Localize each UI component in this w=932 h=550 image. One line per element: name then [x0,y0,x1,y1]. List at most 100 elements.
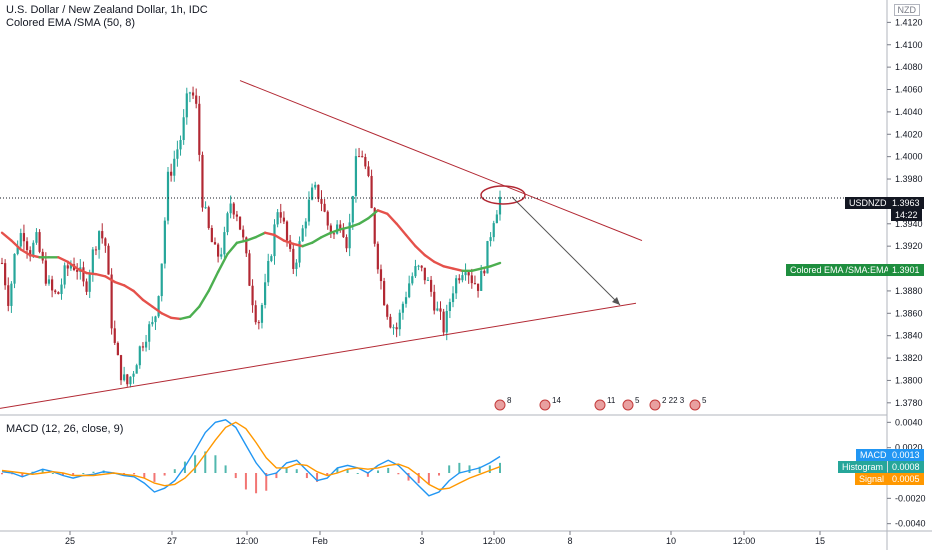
candle-body [467,272,470,276]
candle-body [213,242,217,245]
candle-body [289,240,292,249]
candle-body [195,95,198,104]
candle-body [60,284,63,295]
economic-event-label: 11 [607,396,616,405]
candle-body [404,297,408,304]
candle-body [420,265,423,268]
currency-badge[interactable]: NZD [893,4,920,16]
ema-segment [113,280,126,287]
time-tick-label: 15 [815,536,825,546]
ema-segment [282,239,295,246]
histogram-bar [133,473,136,475]
indicator-label: Colored EMA /SMA (50, 8) [6,17,135,29]
macd-value-tag: 0.0013 [888,449,924,461]
candle-body [204,207,207,209]
macd-tick-label: -0.0020 [895,493,926,503]
time-tick-label: 8 [567,536,572,546]
histogram-bar [458,462,461,473]
histogram-bar [51,473,54,474]
ema-segment [470,267,483,272]
histogram-bar [427,473,430,485]
histogram-bar [316,473,319,482]
histogram-bar [41,469,44,473]
ema-segment [169,316,182,321]
candle-body [166,171,170,221]
candle-body [354,156,358,196]
price-tick-label: 1.3880 [895,286,923,296]
candle-body [91,249,94,274]
ema-segment [85,271,98,276]
candle-body [163,220,166,264]
candle-body [97,231,101,250]
histogram-bar [326,473,329,476]
histogram-bar [61,473,64,476]
ema-segment [19,248,32,257]
signal-value-tag: 0.0005 [888,473,924,485]
candles [0,86,502,388]
candle-body [361,156,364,158]
symbol-tag: USDNZD [845,197,891,209]
ema-segment [104,275,116,284]
ema-segment [122,284,135,293]
ema-segment [28,253,41,259]
histogram-bar [305,473,308,479]
candle-body [238,216,242,230]
candle-body [379,269,383,282]
price-tick-label: 1.3840 [895,331,923,341]
candle-body [10,283,13,306]
candle-body [191,92,195,96]
time-tick-label: 10 [666,536,676,546]
ema-segment [188,305,201,318]
candle-body [207,207,210,229]
candle-body [401,303,405,313]
time-tick-label: Feb [312,536,328,546]
candle-body [455,278,458,294]
histogram-bar [275,473,278,479]
candle-body [295,262,298,269]
candle-body [248,253,251,286]
candle-body [383,281,386,306]
candle-body [279,212,282,218]
ema-segment [348,222,361,229]
histogram-bar [499,462,501,473]
ema-segment [226,241,239,256]
candle-body [19,233,22,247]
candle-body [151,322,154,325]
candle-body [141,346,145,348]
histogram-bar [356,473,359,474]
candle-body [235,214,239,217]
macd-title: MACD (12, 26, close, 9) [6,423,124,435]
ema-segment [263,231,276,237]
price-tick-label: 1.3800 [895,375,923,385]
candle-body [429,279,433,292]
ema-segment [207,270,220,293]
projection-arrow-line [511,196,621,306]
ema-segment [489,261,502,268]
candle-body [226,213,229,233]
histogram-bar [244,473,247,490]
ema-segment [329,228,342,234]
economic-event-icon [594,399,606,411]
candle-body [201,154,204,208]
price-tick-label: 1.3940 [895,219,923,229]
ema-segment [376,209,389,215]
candle-body [85,281,88,292]
candle-body [276,212,279,225]
histogram-label-tag: Histogram [838,461,888,473]
histogram-value-tag: 0.0008 [888,461,924,473]
candle-body [498,196,502,215]
candle-body [426,279,430,281]
ema-segment [367,209,380,220]
price-tick-label: 1.3780 [895,398,923,408]
candle-body [392,327,395,329]
histogram-bar [448,465,451,473]
histogram-bar [143,473,146,479]
time-tick-label: 3 [419,536,424,546]
candle-body [94,249,98,251]
ema-segment [395,222,408,237]
ema-segment [151,305,163,315]
candle-body [285,221,289,241]
candle-body [198,103,201,155]
candle-body [66,265,69,269]
